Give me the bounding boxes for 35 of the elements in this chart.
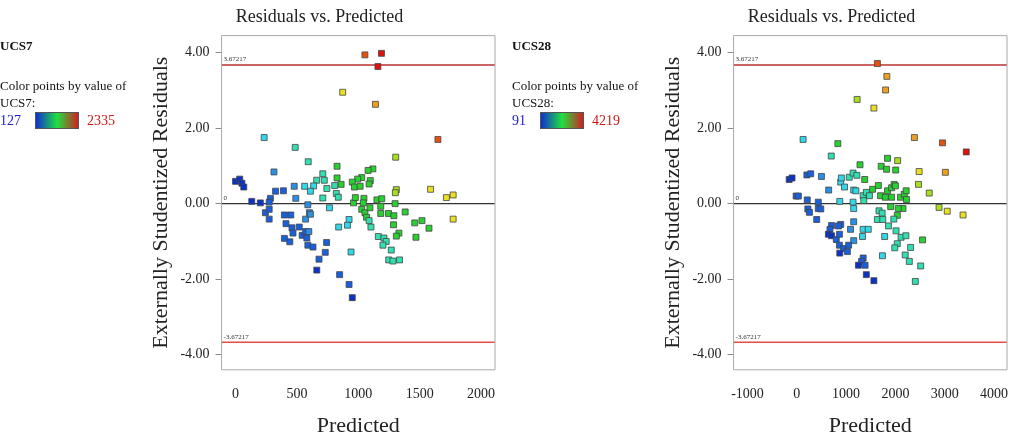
x-tick-label: 1000 [832,385,861,401]
text: 2335 [87,113,115,128]
x-tick-label: 0 [232,385,240,401]
text: 127 [0,113,21,128]
x-tick-label: 2000 [467,385,496,401]
text: UCS7 [0,38,34,53]
y-tick-label: -4.00 [180,346,210,362]
x-axis-title: Predicted [828,411,912,437]
y-tick-label: 2.00 [185,119,210,135]
y-axis-title: Externally Studentized Residuals [658,56,684,349]
chart-title: Residuals vs. Predicted [235,5,404,26]
y-axis-title: Externally Studentized Residuals [146,56,172,349]
y-tick-label: -4.00 [692,346,722,362]
text: Color points by value of UCS28: [512,78,640,110]
x-tick-label: 0 [793,385,801,401]
text: 91 [512,113,526,128]
y-tick-label: 4.00 [185,44,210,60]
x-tick-label: -1000 [731,385,764,401]
x-tick-label: 4000 [980,385,1009,401]
x-tick-label: 500 [286,385,308,401]
text: Color points by value of UCS7: [0,78,128,110]
text: UCS28 [512,38,552,53]
y-tick-label: 4.00 [697,44,722,60]
x-tick-label: 2000 [881,385,910,401]
x-tick-label: 1000 [344,385,373,401]
y-tick-label: 0.00 [185,195,210,211]
y-tick-label: -2.00 [692,270,722,286]
y-tick-label: 0.00 [697,195,722,211]
x-tick-label: 3000 [930,385,959,401]
x-axis-title: Predicted [316,411,400,437]
y-tick-label: 2.00 [697,119,722,135]
chart-title: Residuals vs. Predicted [747,5,916,26]
text: 4219 [592,113,620,128]
x-tick-label: 1500 [405,385,434,401]
y-tick-label: -2.00 [180,270,210,286]
